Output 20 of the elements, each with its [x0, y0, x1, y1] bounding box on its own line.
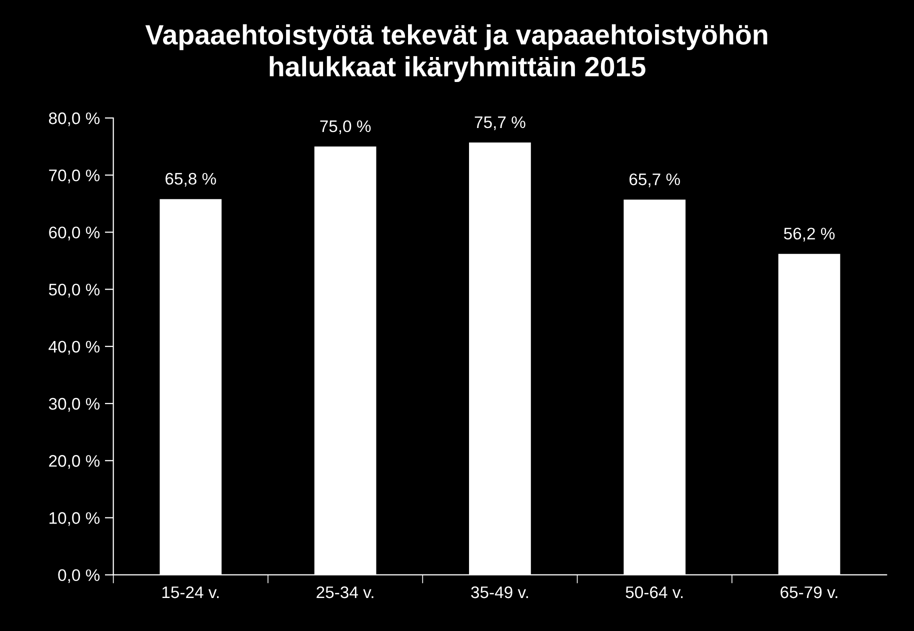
chart-title: Vapaaehtoistyötä tekevät ja vapaaehtoistyöhön halukkaat ikäryhmittäin 2015	[145, 24, 768, 82]
y-tick-label: 0,0 %	[58, 569, 100, 584]
y-tick-label: 50,0 %	[48, 284, 100, 298]
y-tick-label: 80,0 %	[48, 112, 100, 126]
data-label: 65,7 %	[630, 173, 680, 188]
x-tick-label: 15-24 v.	[162, 586, 219, 598]
y-tick-label: 20,0 %	[49, 455, 100, 469]
y-tick-label: 40,0 %	[48, 340, 100, 355]
data-label: 56,2 %	[784, 228, 835, 242]
y-tick-label: 60,0 %	[49, 226, 100, 240]
data-label: 75,0 %	[320, 120, 371, 134]
y-tick-label: 30,0 %	[48, 398, 100, 412]
y-tick-label: 70,0 %	[49, 170, 100, 184]
data-label: 65,8 %	[166, 172, 216, 187]
x-tick-label: 50-64 v.	[626, 586, 683, 598]
data-label: 75,7 %	[474, 116, 526, 130]
x-tick-label: 25-34 v.	[316, 586, 374, 598]
x-tick-label: 35-49 v.	[471, 586, 528, 598]
y-tick-label: 10,0 %	[50, 512, 100, 526]
x-tick-label: 65-79 v.	[780, 586, 838, 598]
